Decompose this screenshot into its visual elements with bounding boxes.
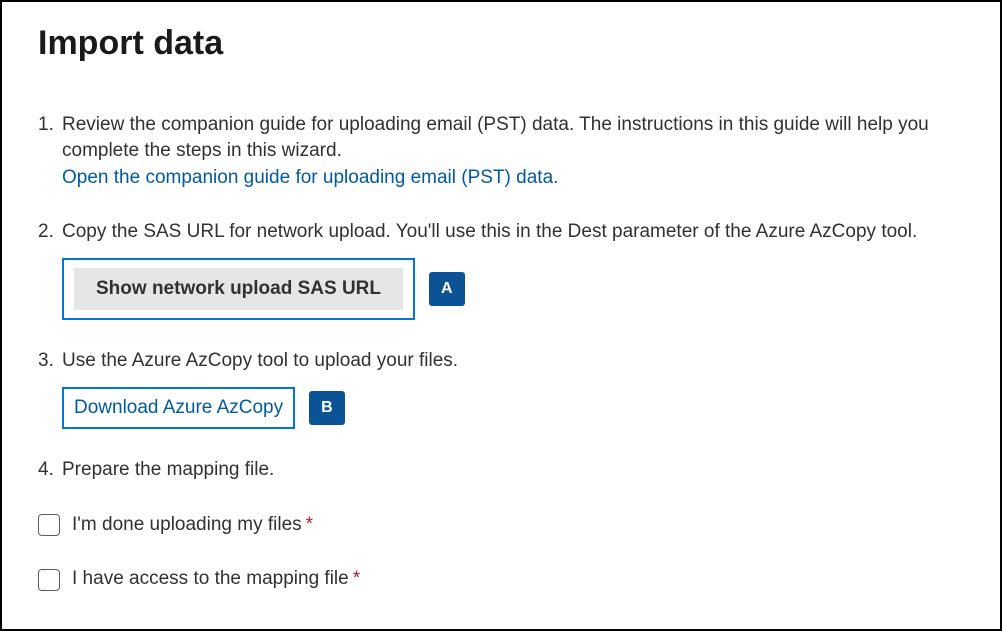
download-azcopy-link[interactable]: Download Azure AzCopy bbox=[74, 395, 283, 422]
step-3-button-row: Download Azure AzCopy B bbox=[62, 387, 964, 430]
step-2-text: Copy the SAS URL for network upload. You… bbox=[62, 221, 917, 242]
page-title: Import data bbox=[38, 20, 964, 68]
sas-url-highlight: Show network upload SAS URL bbox=[62, 258, 415, 320]
show-sas-url-button[interactable]: Show network upload SAS URL bbox=[74, 268, 403, 310]
done-uploading-checkbox[interactable] bbox=[38, 514, 60, 536]
download-azcopy-highlight: Download Azure AzCopy bbox=[62, 387, 295, 430]
done-uploading-label: I'm done uploading my files* bbox=[72, 512, 313, 539]
steps-list: Review the companion guide for uploading… bbox=[38, 112, 964, 484]
companion-guide-link[interactable]: Open the companion guide for uploading e… bbox=[62, 167, 558, 188]
have-mapping-checkbox[interactable] bbox=[38, 569, 60, 591]
required-marker: * bbox=[306, 514, 313, 535]
step-4: Prepare the mapping file. bbox=[38, 457, 964, 484]
step-2-button-row: Show network upload SAS URL A bbox=[62, 258, 964, 320]
required-marker: * bbox=[353, 568, 360, 589]
step-1: Review the companion guide for uploading… bbox=[38, 112, 964, 192]
have-mapping-label: I have access to the mapping file* bbox=[72, 566, 360, 593]
have-mapping-row: I have access to the mapping file* bbox=[38, 566, 964, 593]
step-2: Copy the SAS URL for network upload. You… bbox=[38, 219, 964, 320]
step-3-text: Use the Azure AzCopy tool to upload your… bbox=[62, 350, 458, 371]
callout-a: A bbox=[429, 272, 465, 306]
step-3: Use the Azure AzCopy tool to upload your… bbox=[38, 348, 964, 429]
checkbox-section: I'm done uploading my files* I have acce… bbox=[38, 512, 964, 593]
step-4-text: Prepare the mapping file. bbox=[62, 459, 274, 480]
step-1-text: Review the companion guide for uploading… bbox=[62, 114, 929, 162]
callout-b: B bbox=[309, 391, 345, 425]
done-uploading-row: I'm done uploading my files* bbox=[38, 512, 964, 539]
